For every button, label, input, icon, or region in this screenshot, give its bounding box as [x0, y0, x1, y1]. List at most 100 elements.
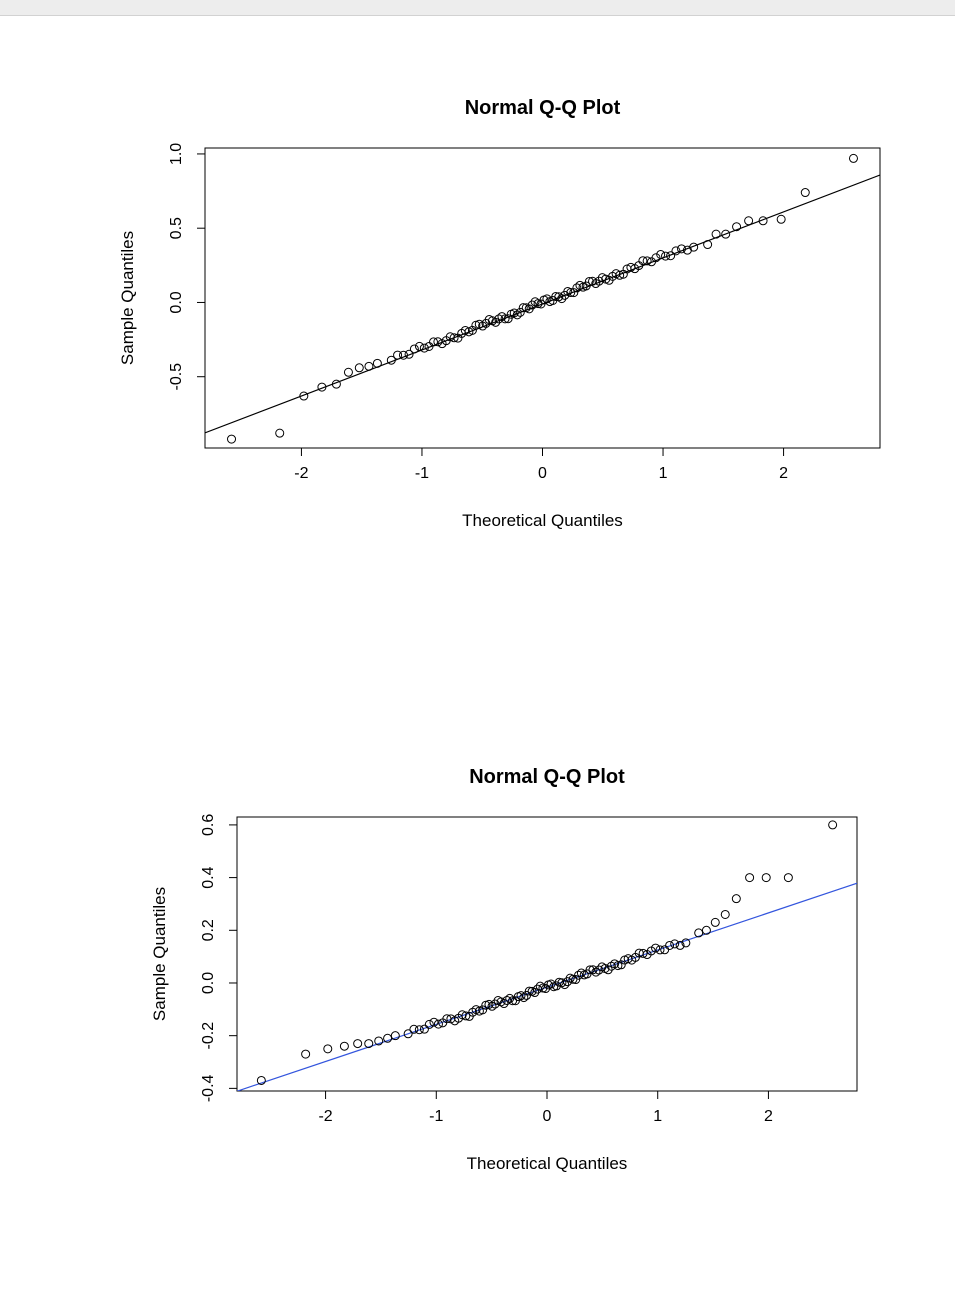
data-point	[584, 276, 594, 286]
y-tick-label: -0.5	[168, 363, 185, 391]
data-point	[409, 344, 419, 354]
plot-frame	[204, 147, 881, 449]
data-point	[661, 251, 671, 261]
data-point	[301, 1049, 311, 1059]
data-point	[491, 317, 501, 327]
data-point	[497, 312, 507, 322]
y-tick-label: 0.2	[200, 919, 217, 941]
data-point	[665, 940, 675, 950]
data-point	[414, 1025, 424, 1035]
data-point	[502, 995, 512, 1005]
data-point	[576, 968, 586, 978]
data-point	[710, 917, 720, 927]
data-point	[655, 945, 665, 955]
data-point	[572, 283, 582, 293]
window-top-bar	[0, 0, 955, 16]
data-point	[828, 820, 838, 830]
data-point	[758, 216, 768, 226]
data-point	[343, 367, 353, 377]
data-point	[518, 303, 528, 313]
y-tick-label: 1.0	[168, 143, 185, 165]
data-point	[449, 333, 459, 343]
data-point	[581, 281, 591, 291]
y-axis-label: Sample Quantiles	[150, 887, 169, 1021]
data-point	[542, 294, 552, 304]
data-point	[403, 1029, 413, 1039]
data-point	[457, 1010, 467, 1020]
y-tick-label: 0.4	[200, 866, 217, 888]
data-point	[591, 967, 601, 977]
data-point	[761, 873, 771, 883]
data-point	[566, 288, 576, 298]
x-tick-label: -1	[415, 465, 429, 482]
data-point	[364, 1039, 374, 1049]
y-axis-label: Sample Quantiles	[118, 231, 137, 365]
data-point	[317, 382, 327, 392]
data-point	[848, 153, 858, 163]
data-point	[374, 1036, 384, 1046]
data-point	[386, 355, 396, 365]
data-point	[638, 948, 648, 958]
data-point	[557, 978, 567, 988]
data-point	[500, 314, 510, 324]
data-point	[721, 229, 731, 239]
data-point	[516, 991, 526, 1001]
data-point	[744, 216, 754, 226]
data-point	[588, 965, 598, 975]
y-tick-label: 0.0	[200, 972, 217, 994]
data-point	[503, 314, 513, 324]
data-point	[800, 188, 810, 198]
data-point	[478, 1005, 488, 1015]
data-point	[227, 434, 237, 444]
x-tick-label: 0	[543, 1108, 552, 1125]
data-point	[689, 242, 699, 252]
data-point	[681, 938, 691, 948]
data-point	[424, 1019, 434, 1029]
data-point	[424, 341, 434, 351]
data-point	[594, 965, 604, 975]
plot-frame	[236, 816, 858, 1092]
data-point	[433, 1019, 443, 1029]
x-tick-label: 1	[659, 465, 668, 482]
data-point	[323, 1044, 333, 1054]
data-point	[372, 358, 382, 368]
data-point	[499, 999, 509, 1009]
data-point	[390, 1031, 400, 1041]
data-point	[494, 314, 504, 324]
data-point	[694, 928, 704, 938]
data-point	[527, 300, 537, 310]
data-point	[505, 993, 515, 1003]
qq-plot-2: Normal Q-Q Plot -2 -1 0 1 2 -0.4 -0.2 0.0 0.2 0.4 0…	[150, 766, 858, 1173]
data-point	[393, 350, 403, 360]
data-point	[512, 310, 522, 320]
data-point	[703, 240, 713, 250]
data-point	[429, 337, 439, 347]
x-axis-label: Theoretical Quantiles	[462, 511, 623, 530]
x-tick-label: 2	[779, 465, 788, 482]
data-point	[731, 894, 741, 904]
data-point	[331, 379, 341, 389]
data-point	[299, 391, 309, 401]
data-point	[339, 1041, 349, 1051]
y-tick-label: 0.6	[200, 814, 217, 836]
data-point	[419, 1024, 429, 1034]
data-point	[574, 970, 584, 980]
data-point	[783, 873, 793, 883]
data-point	[364, 361, 374, 371]
x-tick-label: 2	[764, 1108, 773, 1125]
data-point	[701, 925, 711, 935]
data-point	[732, 222, 742, 232]
data-point	[353, 1039, 363, 1049]
data-point	[745, 873, 755, 883]
y-tick-label: 0.5	[168, 217, 185, 239]
data-point	[615, 270, 625, 280]
data-point	[275, 428, 285, 438]
x-tick-label: -2	[318, 1108, 332, 1125]
data-point	[398, 350, 408, 360]
data-point	[471, 320, 481, 330]
y-tick-label: -0.2	[200, 1022, 217, 1050]
data-point	[383, 1033, 393, 1043]
data-point	[638, 256, 648, 266]
data-point	[651, 943, 661, 953]
qq-plot-1: Normal Q-Q Plot -2 -1 0 1 2 -0.5 0.0 0.5 1.0 Theor…	[118, 97, 881, 530]
